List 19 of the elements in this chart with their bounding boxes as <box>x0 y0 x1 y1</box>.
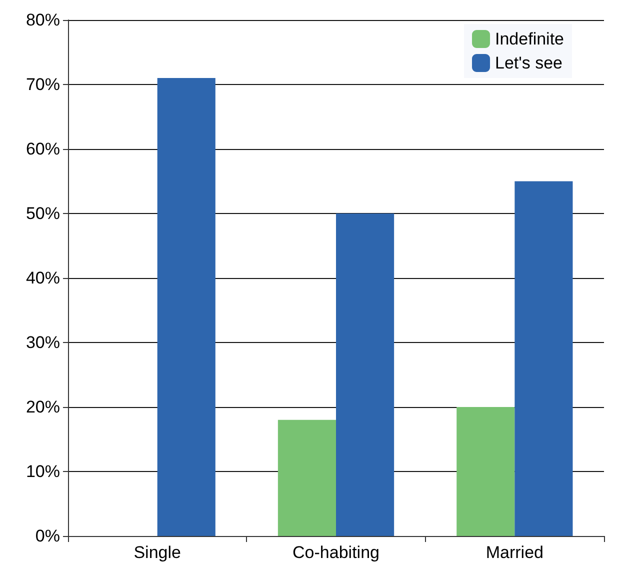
bar <box>456 407 515 536</box>
y-tick-label: 10% <box>26 462 60 481</box>
y-tick-label: 20% <box>26 398 60 416</box>
y-tick-label: 50% <box>26 204 60 223</box>
y-tick-label: 60% <box>26 140 60 158</box>
y-tick-label: 80% <box>26 10 60 30</box>
y-tick-label: 70% <box>26 75 60 94</box>
bar <box>157 78 216 536</box>
legend-label: Let's see <box>495 54 563 72</box>
legend-label: Indefinite <box>495 30 564 48</box>
bar <box>336 214 394 536</box>
y-tick-label: 30% <box>26 333 60 352</box>
y-tick-label: 40% <box>26 268 60 288</box>
x-tick-label: Single <box>134 543 181 562</box>
bar <box>514 181 573 536</box>
bar <box>278 420 336 536</box>
x-tick-label: Co-habiting <box>292 543 380 562</box>
x-tick-label: Married <box>486 543 544 562</box>
y-tick-label: 0% <box>35 526 60 546</box>
